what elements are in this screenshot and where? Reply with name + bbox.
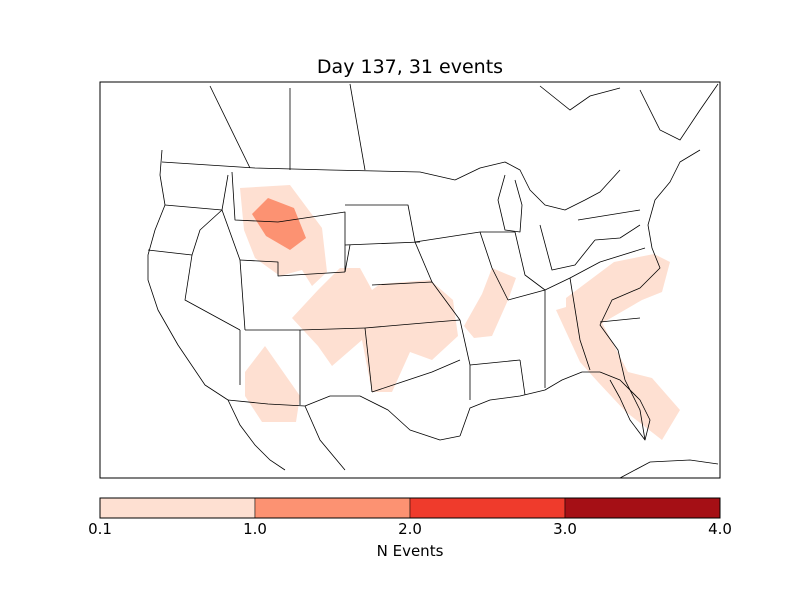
colorbar-bin <box>409 497 566 519</box>
colorbar-bin <box>99 497 256 519</box>
colorbar-tick-label: 3.0 <box>553 520 577 538</box>
colorbar-label: N Events <box>376 542 444 560</box>
colorbar-frame <box>99 497 721 519</box>
colorbar-bin <box>564 497 721 519</box>
map-title: Day 137, 31 events <box>316 56 504 78</box>
density-region-florida <box>556 300 680 440</box>
colorbar-tick-label: 0.1 <box>88 520 112 538</box>
colorbar-tick-label: 4.0 <box>708 520 732 538</box>
density-region-missouri <box>464 268 516 338</box>
colorbar-tick-label: 1.0 <box>243 520 267 538</box>
colorbar-tick-label: 2.0 <box>398 520 422 538</box>
density-region-colorado-kansas <box>292 268 458 392</box>
event-density-high <box>252 198 306 250</box>
colorbar-bin <box>254 497 411 519</box>
coastline-details <box>227 83 719 479</box>
state-boundaries <box>147 83 701 441</box>
colorbar-bins <box>99 497 721 519</box>
density-region-high-montana <box>252 198 306 250</box>
